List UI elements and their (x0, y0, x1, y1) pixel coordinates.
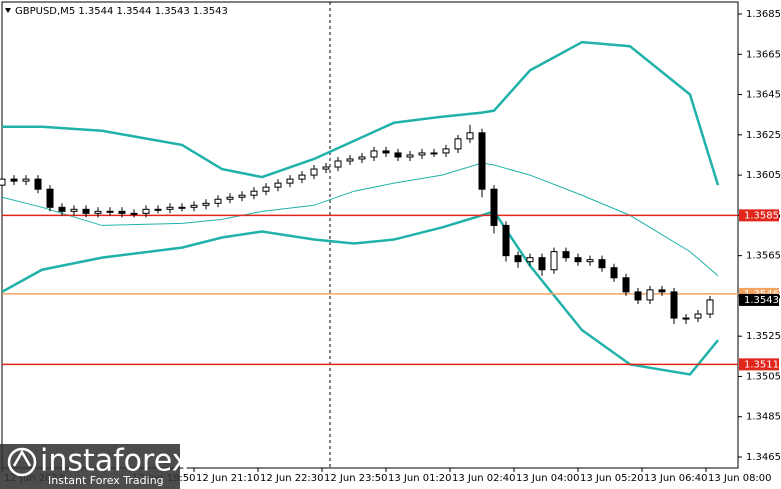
candle-body (22, 178, 30, 182)
x-tick-label: 12 Jun 22:30 (260, 473, 324, 484)
y-tick-label: 1.3505 (746, 371, 781, 382)
candle-body (670, 291, 678, 319)
candle-body (202, 202, 210, 206)
logo-tagline: Instant Forex Trading (48, 474, 164, 487)
logo-brand: instaforex (40, 444, 189, 479)
candle-body (694, 313, 702, 319)
candle-body (634, 291, 642, 301)
candle-body (334, 160, 342, 168)
overlay: GBPUSD,M5 1.3544 1.3544 1.3543 1.3543 in… (0, 6, 779, 489)
candle-body (214, 198, 222, 204)
candle-body (658, 289, 666, 293)
candle-body (10, 178, 18, 182)
candle-body (478, 132, 486, 190)
candle-body (250, 190, 258, 196)
band-lower (1, 209, 719, 376)
candle-body (166, 206, 174, 210)
candle-body (190, 204, 198, 208)
candle-body (286, 178, 294, 184)
candle-body (274, 182, 282, 188)
y-tick-label: 1.3665 (746, 49, 781, 60)
candle-body (94, 210, 102, 214)
chart-title: GBPUSD,M5 1.3544 1.3544 1.3543 1.3543 (15, 6, 228, 17)
candle-body (346, 158, 354, 162)
candle-body (454, 138, 462, 150)
candle-body (406, 154, 414, 158)
x-tick-label: 13 Jun 08:00 (708, 473, 772, 484)
y-tick-label: 1.3645 (746, 90, 781, 101)
candle-body (310, 168, 318, 176)
candle-body (154, 208, 162, 211)
candle-body (46, 188, 54, 208)
level-label-box (739, 358, 779, 371)
candle-body (142, 208, 150, 214)
candle-body (58, 206, 66, 212)
candle-body (538, 257, 546, 271)
x-tick-label: 13 Jun 05:20 (580, 473, 644, 484)
candle-body (502, 224, 510, 257)
candle-body (34, 178, 42, 190)
y-tick-label: 1.3465 (746, 452, 781, 463)
x-tick-label: 13 Jun 04:00 (516, 473, 580, 484)
x-tick-label: 12 Jun 23:50 (324, 473, 388, 484)
candle-body (514, 255, 522, 263)
candle-body (598, 259, 606, 269)
y-tick-label: 1.3605 (746, 170, 781, 181)
candle-body (442, 148, 450, 154)
candle-body (226, 196, 234, 200)
candle-body (106, 210, 114, 213)
y-tick-label: 1.3625 (746, 130, 781, 141)
last-price-label: 1.3543 (744, 295, 779, 306)
candle-body (118, 210, 126, 214)
candle-body (382, 150, 390, 154)
level-label-box (739, 209, 779, 222)
y-tick-label: 1.3525 (746, 331, 781, 342)
candle-body (610, 267, 618, 279)
level-label: 1.3511 (744, 359, 779, 370)
candle-body (430, 152, 438, 155)
candle-body (322, 166, 330, 170)
x-tick-label: 13 Jun 06:40 (644, 473, 708, 484)
candle-body (706, 299, 714, 315)
candle-body (298, 174, 306, 180)
candle-body (466, 132, 474, 140)
logo-icon-mark (12, 449, 32, 467)
candle-body (262, 186, 270, 192)
candle-body (370, 150, 378, 158)
last-price-box (739, 293, 779, 306)
candle-body (526, 257, 534, 263)
candle-body (238, 194, 246, 198)
band-upper (2, 40, 720, 186)
candle-body (550, 251, 558, 271)
y-tick-label: 1.3685 (746, 9, 781, 20)
candle-body (574, 257, 582, 263)
candle-body (418, 152, 426, 156)
candle-body (70, 208, 78, 212)
candle-body (394, 152, 402, 158)
y-tick-label: 1.3565 (746, 251, 781, 262)
y-tick-label: 1.3485 (746, 412, 781, 423)
x-tick-label: 13 Jun 02:40 (452, 473, 516, 484)
x-tick-label: 12 Jun 21:10 (196, 473, 260, 484)
candle-body (0, 178, 6, 186)
candle-body (682, 317, 690, 320)
candle-body (178, 206, 186, 209)
plot-frame (1, 1, 739, 469)
symbol-arrow (5, 8, 11, 13)
x-tick-label: 13 Jun 01:20 (388, 473, 452, 484)
candle-body (586, 259, 594, 263)
band-middle (1, 162, 719, 277)
level-label: 1.3585 (744, 210, 779, 221)
logo-icon (7, 447, 37, 477)
candle-body (130, 212, 138, 215)
candle-body (358, 156, 366, 160)
candle-body (646, 289, 654, 301)
candle-body (490, 188, 498, 226)
candle-body (562, 251, 570, 259)
candle-body (622, 277, 630, 293)
candle-body (82, 208, 90, 214)
